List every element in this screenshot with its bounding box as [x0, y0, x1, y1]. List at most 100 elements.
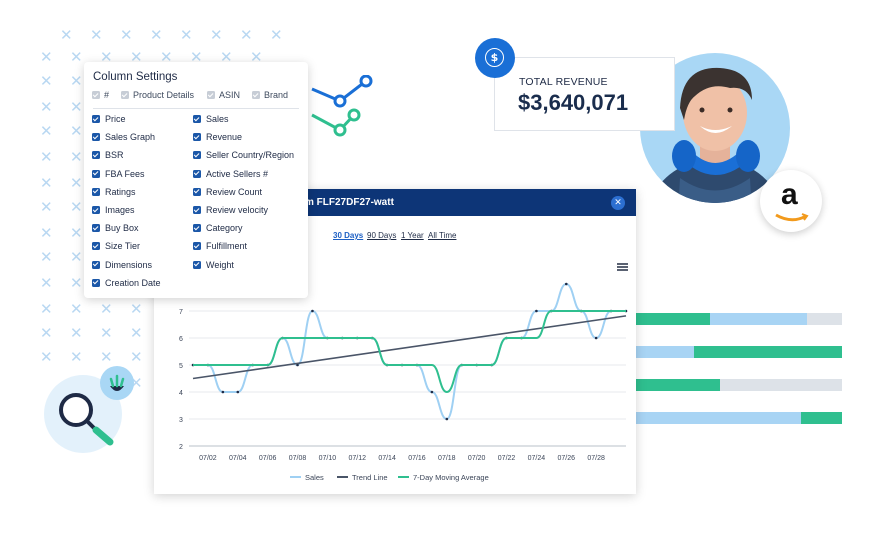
checkbox-weight[interactable] — [193, 260, 201, 269]
x-mark: ✕ — [90, 26, 103, 44]
bar-segment — [694, 346, 842, 358]
avatar — [640, 53, 790, 203]
option-label: Size Tier — [105, 241, 141, 252]
x-mark: ✕ — [40, 48, 53, 66]
checkbox-buy-box[interactable] — [92, 224, 100, 233]
y-tick-label: 4 — [179, 390, 183, 397]
option-label: Fulfillment — [206, 241, 248, 252]
checkbox-bsr[interactable] — [92, 151, 100, 160]
checkbox-review-velocity[interactable] — [193, 206, 201, 214]
option-label: Weight — [206, 259, 234, 270]
range-1-year[interactable]: 1 Year — [401, 231, 424, 240]
sales-line-chart: 2 3 4 5 6 7 07/02 07/04 07/06 07/08 07/10 07/12 07/1… — [179, 282, 628, 482]
x-tick-label: 07/24 — [528, 455, 546, 462]
sales-point — [311, 309, 314, 313]
option-label: Dimensions — [105, 259, 153, 270]
divider — [93, 108, 299, 109]
amazon-icon: a — [760, 170, 822, 232]
option-label: BSR — [105, 150, 124, 161]
bar-segment — [720, 379, 842, 391]
x-mark: ✕ — [40, 248, 53, 266]
range-90-days[interactable]: 90 Days — [367, 231, 397, 240]
x-mark: ✕ — [40, 72, 53, 90]
checkbox-sales-graph[interactable] — [92, 133, 100, 142]
x-mark: ✕ — [70, 348, 83, 366]
x-tick-label: 07/12 — [348, 455, 366, 462]
x-tick-label: 07/14 — [378, 455, 396, 462]
bar-segment — [801, 412, 842, 424]
option-label: Revenue — [206, 132, 243, 143]
x-mark: ✕ — [70, 274, 83, 292]
sales-series-line — [192, 282, 626, 421]
x-tick-label: 07/02 — [199, 455, 217, 462]
range-30-days[interactable]: 30 Days — [333, 231, 364, 240]
option-label: Creation Date — [105, 277, 161, 288]
option-label: Ratings — [105, 186, 136, 197]
checkbox-category[interactable] — [193, 224, 201, 233]
checkbox-brand — [252, 91, 260, 99]
option-label: Active Sellers # — [206, 168, 269, 179]
total-revenue-label: TOTAL REVENUE — [519, 76, 608, 88]
x-mark: ✕ — [70, 122, 83, 140]
magnifier-icon — [59, 393, 114, 446]
sales-point — [296, 363, 299, 367]
x-mark: ✕ — [70, 48, 83, 66]
legend-label: 7-Day Moving Average — [413, 473, 489, 482]
x-mark: ✕ — [130, 48, 143, 66]
column-settings-title: Column Settings — [93, 71, 178, 83]
option-label: Buy Box — [105, 223, 139, 234]
menu-icon[interactable] — [617, 263, 628, 271]
x-tick-label: 07/26 — [558, 455, 576, 462]
x-mark: ✕ — [40, 174, 53, 192]
checkbox-revenue[interactable] — [193, 133, 201, 142]
bar-segment — [636, 346, 694, 358]
x-mark: ✕ — [130, 348, 143, 366]
x-tick-label: 07/06 — [259, 455, 277, 462]
option-label: Review Count — [206, 186, 263, 197]
checkbox-seller-country-region[interactable] — [193, 151, 201, 160]
range-all-time[interactable]: All Time — [428, 231, 457, 240]
close-icon[interactable]: ✕ — [611, 196, 625, 210]
checkbox-fba-fees[interactable] — [92, 169, 100, 178]
x-mark: ✕ — [130, 324, 143, 342]
option-label: Price — [105, 114, 126, 124]
x-mark: ✕ — [60, 26, 73, 44]
plant-icon — [100, 366, 134, 400]
checkbox-asin — [207, 91, 215, 99]
checkbox-size-tier[interactable] — [92, 242, 100, 251]
x-mark: ✕ — [40, 224, 53, 242]
option-label: Sales Graph — [105, 132, 156, 143]
checkbox-creation-date[interactable] — [92, 278, 100, 287]
checkbox-fulfillment[interactable] — [193, 242, 201, 251]
x-tick-label: 07/08 — [289, 455, 307, 462]
bar-segment — [807, 313, 842, 325]
x-mark: ✕ — [70, 300, 83, 318]
sales-point — [236, 390, 240, 394]
x-mark: ✕ — [40, 300, 53, 318]
moving-average-line — [192, 310, 626, 394]
legend-label: Trend Line — [352, 473, 388, 482]
checkbox-ratings[interactable] — [92, 187, 100, 196]
checkbox-images[interactable] — [92, 206, 100, 214]
checkbox-sales[interactable] — [193, 115, 201, 123]
option-label: Product Details — [133, 90, 195, 100]
x-tick-label: 07/04 — [229, 455, 247, 462]
x-tick-label: 07/28 — [587, 455, 605, 462]
y-tick-label: 2 — [179, 444, 183, 451]
bar-segment — [710, 313, 807, 325]
y-tick-label: 7 — [179, 309, 183, 316]
x-mark: ✕ — [70, 98, 83, 116]
x-mark: ✕ — [100, 300, 113, 318]
x-mark: ✕ — [40, 98, 53, 116]
column-settings-panel: Column Settings # Product Details ASIN Bran… — [84, 62, 308, 298]
x-mark: ✕ — [180, 26, 193, 44]
checkbox-review-count[interactable] — [193, 187, 201, 196]
checkbox- — [92, 91, 100, 99]
option-label: Brand — [264, 90, 289, 100]
checkbox-dimensions[interactable] — [92, 260, 100, 269]
x-mark: ✕ — [40, 122, 53, 140]
y-tick-label: 6 — [179, 336, 183, 343]
y-tick-label: 5 — [179, 363, 183, 370]
checkbox-price[interactable] — [92, 115, 100, 123]
checkbox-active-sellers[interactable] — [193, 169, 201, 178]
